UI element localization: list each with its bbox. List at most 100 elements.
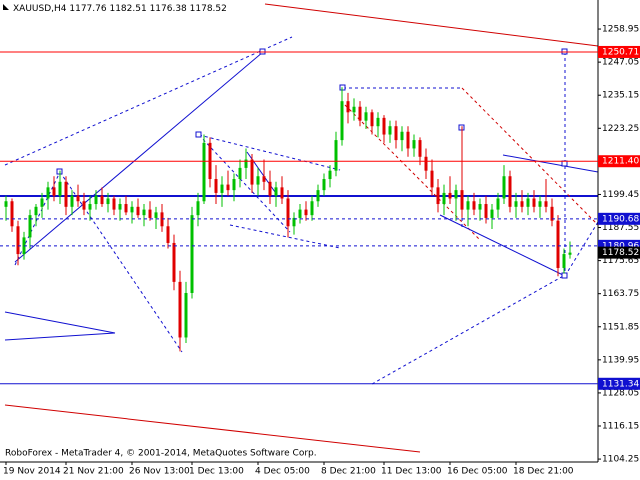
- candle-body: [214, 179, 218, 193]
- candle-body: [412, 140, 416, 149]
- anchor-point: [561, 272, 568, 279]
- candle-body: [430, 170, 434, 188]
- candle-body: [454, 190, 458, 199]
- candle-body: [148, 209, 152, 218]
- candle-body: [340, 101, 344, 141]
- candle-body: [520, 201, 524, 207]
- candle-body: [382, 117, 386, 135]
- open: 1177.76: [69, 4, 106, 14]
- candle-body: [328, 170, 332, 180]
- candle-body: [28, 215, 32, 238]
- level-label: 1131.34: [602, 379, 639, 389]
- candle-body: [82, 201, 86, 210]
- symbol: XAUUSD,H4: [13, 4, 67, 14]
- plot: [4, 87, 572, 352]
- candle-body: [436, 187, 440, 205]
- x-tick-label: 18 Dec 21:00: [513, 467, 574, 477]
- candle-body: [136, 206, 140, 216]
- trendline: [4, 36, 293, 166]
- candle-body: [268, 181, 272, 196]
- candle-body: [124, 204, 128, 213]
- candle-body: [292, 217, 296, 227]
- y-tick-label: 1128.05: [602, 388, 639, 398]
- level-label-box: [598, 45, 640, 58]
- candle-body: [286, 198, 290, 227]
- high: 1182.51: [109, 4, 146, 14]
- candle-body: [10, 201, 14, 227]
- candle-body: [556, 220, 560, 268]
- trendline: [4, 404, 421, 453]
- candle-body: [154, 212, 158, 218]
- candle-body: [280, 187, 284, 199]
- x-tick-label: 4 Dec 05:00: [255, 467, 310, 477]
- candle-body: [448, 192, 452, 199]
- trendline: [344, 104, 481, 241]
- candle-body: [310, 201, 314, 216]
- candle-body: [262, 176, 266, 182]
- y-tick-label: 1175.65: [602, 256, 639, 266]
- y-tick-label: 1187.55: [602, 223, 639, 233]
- y-tick-label: 1151.85: [602, 322, 639, 332]
- x-tick-label: 1 Dec 13:00: [189, 467, 244, 477]
- candle-body: [526, 198, 530, 207]
- y-tick-label: 1104.25: [602, 455, 639, 465]
- anchor-point: [195, 131, 202, 138]
- trendline: [371, 274, 566, 385]
- level-label: 1180.96: [602, 241, 639, 251]
- candle-body: [70, 195, 74, 207]
- candle-body: [142, 209, 146, 216]
- level-label: 1211.40: [602, 157, 639, 167]
- y-tick-label: 1235.15: [602, 91, 639, 101]
- level-label-box: [598, 212, 640, 225]
- candle-body: [376, 117, 380, 127]
- candle-body: [442, 192, 446, 205]
- candle-body: [358, 106, 362, 121]
- candle-body: [406, 131, 410, 149]
- low: 1176.38: [150, 4, 187, 14]
- y-tick-label: 1223.25: [602, 124, 639, 134]
- candle-body: [274, 187, 278, 196]
- trendline: [4, 311, 116, 334]
- candle-body: [184, 292, 188, 338]
- candle-body: [16, 226, 20, 255]
- trendline: [14, 51, 264, 263]
- level-label: 1190.68: [602, 214, 639, 224]
- candle-body: [538, 201, 542, 207]
- candle-body: [250, 159, 254, 185]
- header: XAUUSD,H4 1177.76 1182.51 1176.38 1178.5…: [3, 4, 227, 14]
- candle-body: [370, 112, 374, 127]
- candle-body: [256, 176, 260, 185]
- x-tick-label: 19 Nov 2014: [3, 467, 61, 477]
- x-tick-label: 21 Nov 21:00: [63, 467, 124, 477]
- y-tick-label: 1116.15: [602, 422, 639, 432]
- candle-body: [94, 195, 98, 205]
- candle-body: [232, 179, 236, 191]
- trendline: [502, 154, 599, 173]
- y-tick-label: 1247.05: [602, 58, 639, 68]
- candle-body: [562, 254, 566, 268]
- x-tick-label: 16 Dec 05:00: [447, 467, 508, 477]
- y-tick-label: 1163.75: [602, 289, 639, 299]
- candle-body: [100, 195, 104, 205]
- trendline: [59, 171, 183, 353]
- candle-body: [568, 252, 572, 255]
- candle-body: [490, 209, 494, 218]
- trendline: [439, 214, 566, 277]
- candle-body: [196, 201, 200, 216]
- candle-body: [4, 201, 8, 207]
- trendline: [229, 224, 341, 249]
- candle-body: [64, 181, 68, 207]
- candle-body: [46, 187, 50, 199]
- current-price-box: [598, 246, 640, 259]
- candle-body: [466, 201, 470, 210]
- trendline: [264, 3, 599, 47]
- candle-body: [304, 209, 308, 216]
- candle-body: [298, 209, 302, 218]
- candle-body: [316, 190, 320, 202]
- candle-body: [424, 156, 428, 171]
- candle-body: [364, 112, 368, 121]
- candle-body: [394, 126, 398, 141]
- candle-body: [550, 206, 554, 221]
- candle-body: [58, 181, 62, 196]
